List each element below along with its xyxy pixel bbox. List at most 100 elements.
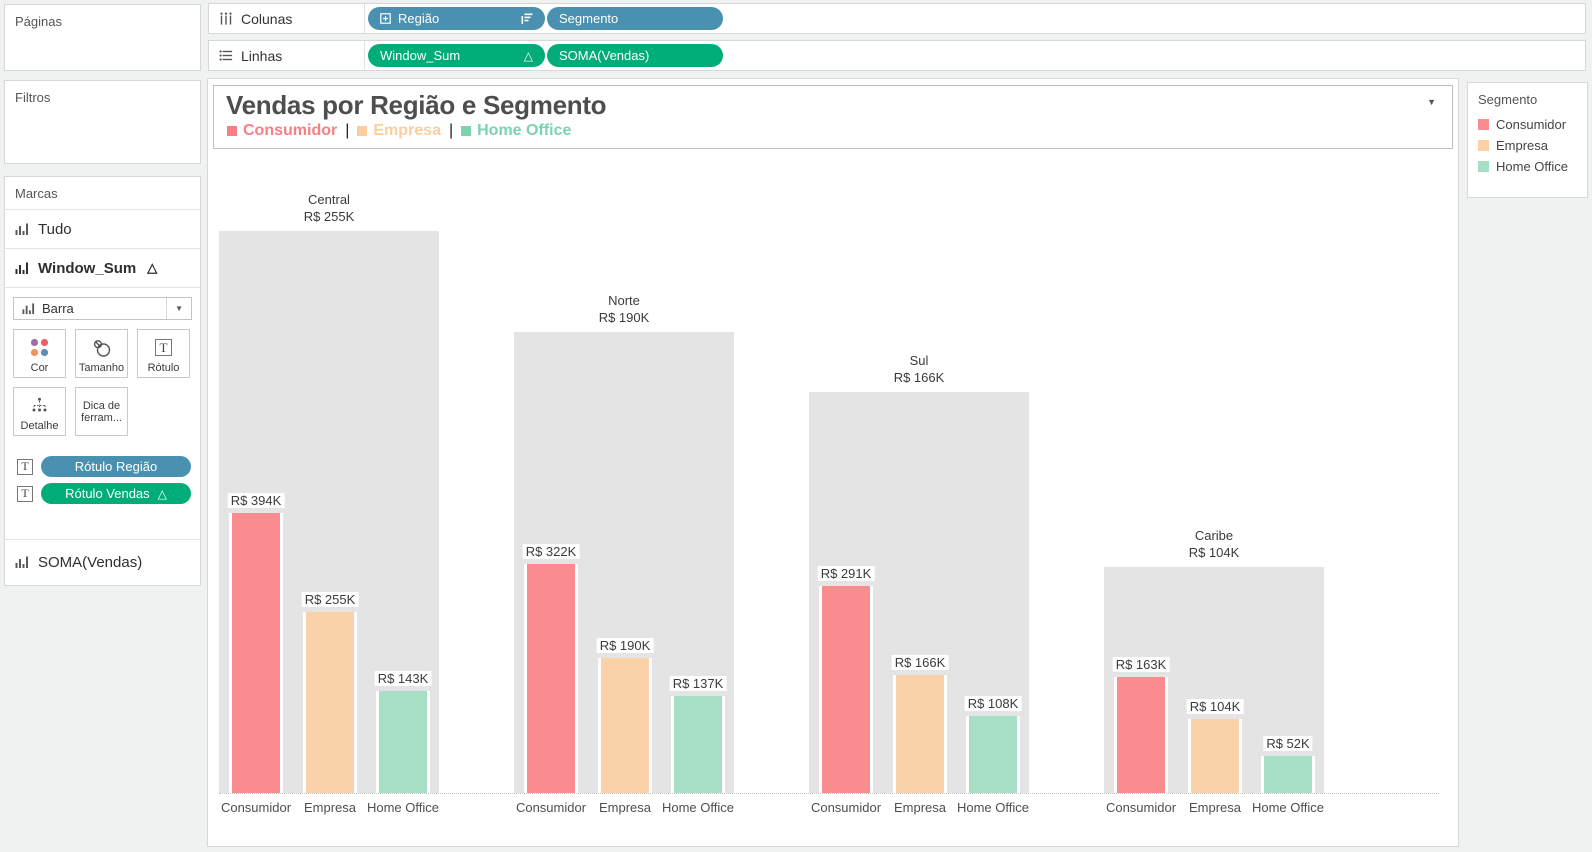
bar-value-label: R$ 166K (891, 655, 949, 670)
chevron-down-icon[interactable]: ▼ (1427, 97, 1436, 107)
color-dots-icon (30, 333, 49, 362)
region-name: Sul (909, 353, 929, 368)
sort-icon[interactable] (521, 13, 533, 24)
size-button-label: Tamanho (78, 362, 125, 374)
region-window-value: R$ 190K (598, 310, 650, 325)
bar-empresa-sul[interactable] (893, 675, 947, 793)
bar-value-label: R$ 255K (301, 592, 359, 607)
region-window-value: R$ 104K (1188, 545, 1240, 560)
legend-item[interactable]: Home Office (1468, 156, 1587, 177)
bar-home-office-sul[interactable] (966, 716, 1020, 793)
text-label-icon: T (17, 458, 33, 475)
axis-label-consumidor[interactable]: Consumidor (220, 800, 292, 815)
bar-consumidor-norte[interactable] (524, 564, 578, 793)
columns-shelf-text: Colunas (241, 10, 293, 27)
axis-label-home-office[interactable]: Home Office (366, 800, 439, 815)
pill-rotulo-regiao-label: Rótulo Região (74, 459, 158, 474)
pill-window-sum-label: Window_Sum (380, 48, 461, 63)
bar-chart-icon (15, 261, 29, 275)
pill-rotulo-vendas[interactable]: Rótulo Vendas △ (41, 483, 191, 504)
bar-home-office-central[interactable] (376, 691, 430, 793)
divider (5, 539, 200, 540)
axis-label-consumidor[interactable]: Consumidor (515, 800, 587, 815)
legend-title: Segmento (1478, 92, 1538, 107)
marks-tab-all-label: Tudo (38, 220, 72, 238)
axis-label-home-office[interactable]: Home Office (1251, 800, 1324, 815)
axis-label-home-office[interactable]: Home Office (956, 800, 1029, 815)
bar-chart-icon (15, 222, 29, 236)
detail-button[interactable]: Detalhe (13, 387, 66, 436)
region-window-value: R$ 166K (893, 370, 945, 385)
expand-icon[interactable] (380, 13, 391, 24)
pill-rotulo-regiao[interactable]: Rótulo Região (41, 456, 191, 477)
filters-shelf[interactable]: Filtros (4, 80, 201, 164)
bar-value-label: R$ 143K (374, 671, 432, 686)
legend-swatch-icon (1478, 119, 1489, 130)
marks-tab-window-sum-label: Window_Sum (38, 259, 137, 277)
group-header-central: Central R$ 255K (219, 191, 439, 225)
subtitle-separator: | (345, 122, 350, 139)
tooltip-button-label: Dica de ferram... (81, 399, 122, 424)
marks-tab-window-sum[interactable]: Window_Sum △ (5, 249, 200, 287)
tooltip-button[interactable]: Dica de ferram... (75, 387, 128, 436)
bar-empresa-central[interactable] (303, 612, 357, 793)
subtitle-swatch-icon (227, 126, 237, 136)
bar-empresa-caribe[interactable] (1188, 719, 1242, 793)
subtitle-swatch-icon (357, 126, 368, 136)
legend-swatch-icon (1478, 140, 1489, 151)
marks-tab-all[interactable]: Tudo (5, 210, 200, 248)
bar-consumidor-caribe[interactable] (1114, 677, 1168, 793)
color-legend[interactable]: Segmento Consumidor Empresa Home Office (1467, 82, 1588, 198)
axis-label-empresa[interactable]: Empresa (303, 800, 357, 815)
mark-type-value: Barra (42, 301, 74, 316)
bar-home-office-norte[interactable] (671, 696, 725, 793)
region-name: Norte (608, 293, 640, 308)
subtitle-segment-label: Consumidor (243, 122, 338, 139)
bar-consumidor-sul[interactable] (819, 586, 873, 793)
subtitle-segment: Consumidor (227, 122, 337, 140)
rows-shelf[interactable]: Linhas Window_Sum △ SOMA(Vendas) (208, 40, 1586, 71)
pages-shelf[interactable]: Páginas (4, 4, 201, 71)
subtitle-swatch-icon (461, 126, 472, 136)
bar-value-label: R$ 190K (596, 638, 654, 653)
legend-item[interactable]: Consumidor (1468, 114, 1587, 135)
pill-rotulo-vendas-label: Rótulo Vendas (65, 486, 150, 501)
marks-card-title: Marcas (15, 186, 58, 201)
pill-regiao[interactable]: Região (368, 7, 545, 30)
divider (5, 248, 200, 249)
marks-card: Marcas Tudo Window_Sum △ Barra ▼ (4, 176, 201, 586)
bar-home-office-caribe[interactable] (1261, 756, 1315, 793)
bar-value-label: R$ 394K (227, 493, 285, 508)
delta-icon: △ (147, 260, 158, 275)
columns-shelf[interactable]: Colunas Região Segmento (208, 3, 1586, 34)
axis-label-empresa[interactable]: Empresa (598, 800, 652, 815)
axis-label-consumidor[interactable]: Consumidor (1105, 800, 1177, 815)
pill-soma-vendas-label: SOMA(Vendas) (559, 48, 650, 63)
pill-segmento[interactable]: Segmento (547, 7, 723, 30)
pill-regiao-label: Região (398, 11, 440, 26)
axis-label-empresa[interactable]: Empresa (1188, 800, 1242, 815)
subtitle-separator: | (448, 122, 454, 139)
chart-title-box[interactable]: Vendas por Região e Segmento Consumidor |… (213, 85, 1453, 149)
pill-window-sum[interactable]: Window_Sum △ (368, 44, 545, 67)
axis-label-empresa[interactable]: Empresa (893, 800, 947, 815)
mark-type-dropdown[interactable]: Barra ▼ (13, 297, 192, 320)
axis-baseline (219, 793, 1439, 794)
pill-soma-vendas[interactable]: SOMA(Vendas) (547, 44, 723, 67)
text-label-icon: T (155, 333, 172, 362)
label-pill-row: T Rótulo Região (17, 456, 191, 477)
chart-subtitle: Consumidor | Empresa | Home Office (214, 121, 1452, 140)
axis-label-home-office[interactable]: Home Office (661, 800, 734, 815)
worksheet-view: Vendas por Região e Segmento Consumidor |… (207, 78, 1459, 847)
subtitle-segment-label: Home Office (477, 122, 572, 139)
bar-empresa-norte[interactable] (598, 658, 652, 793)
size-button[interactable]: Tamanho (75, 329, 128, 378)
bar-chart-icon (15, 555, 29, 569)
label-button[interactable]: T Rótulo (137, 329, 190, 378)
color-button[interactable]: Cor (13, 329, 66, 378)
bar-consumidor-central[interactable] (229, 513, 283, 793)
marks-tab-soma-vendas[interactable]: SOMA(Vendas) (5, 543, 200, 581)
legend-item[interactable]: Empresa (1468, 135, 1587, 156)
axis-label-consumidor[interactable]: Consumidor (810, 800, 882, 815)
chevron-down-icon[interactable]: ▼ (166, 298, 183, 319)
